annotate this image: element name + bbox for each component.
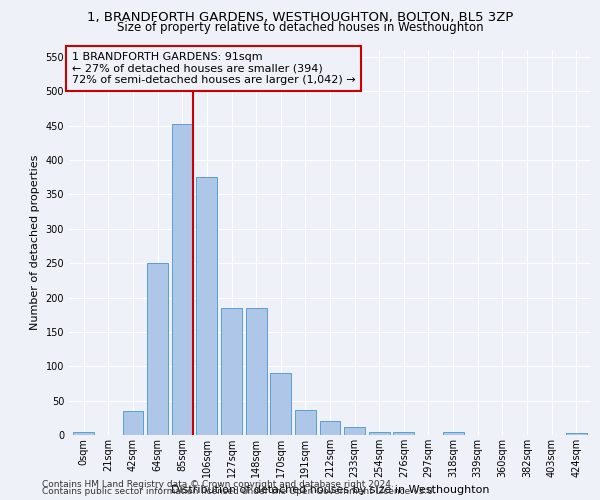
Bar [369, 432, 390, 435]
Bar [320, 421, 340, 435]
X-axis label: Distribution of detached houses by size in Westhoughton: Distribution of detached houses by size … [171, 486, 489, 496]
Bar [221, 308, 242, 435]
Text: 1 BRANDFORTH GARDENS: 91sqm
← 27% of detached houses are smaller (394)
72% of se: 1 BRANDFORTH GARDENS: 91sqm ← 27% of det… [71, 52, 355, 85]
Text: Contains public sector information licensed under the Open Government Licence v3: Contains public sector information licen… [42, 488, 436, 496]
Bar [566, 433, 587, 435]
Bar [394, 432, 415, 435]
Text: Size of property relative to detached houses in Westhoughton: Size of property relative to detached ho… [116, 21, 484, 34]
Bar [147, 263, 168, 435]
Bar [443, 432, 464, 435]
Bar [295, 410, 316, 435]
Bar [270, 373, 291, 435]
Y-axis label: Number of detached properties: Number of detached properties [30, 155, 40, 330]
Text: 1, BRANDFORTH GARDENS, WESTHOUGHTON, BOLTON, BL5 3ZP: 1, BRANDFORTH GARDENS, WESTHOUGHTON, BOL… [87, 11, 513, 24]
Text: Contains HM Land Registry data © Crown copyright and database right 2024.: Contains HM Land Registry data © Crown c… [42, 480, 394, 489]
Bar [172, 124, 193, 435]
Bar [245, 308, 266, 435]
Bar [344, 428, 365, 435]
Bar [196, 177, 217, 435]
Bar [122, 411, 143, 435]
Bar [73, 432, 94, 435]
